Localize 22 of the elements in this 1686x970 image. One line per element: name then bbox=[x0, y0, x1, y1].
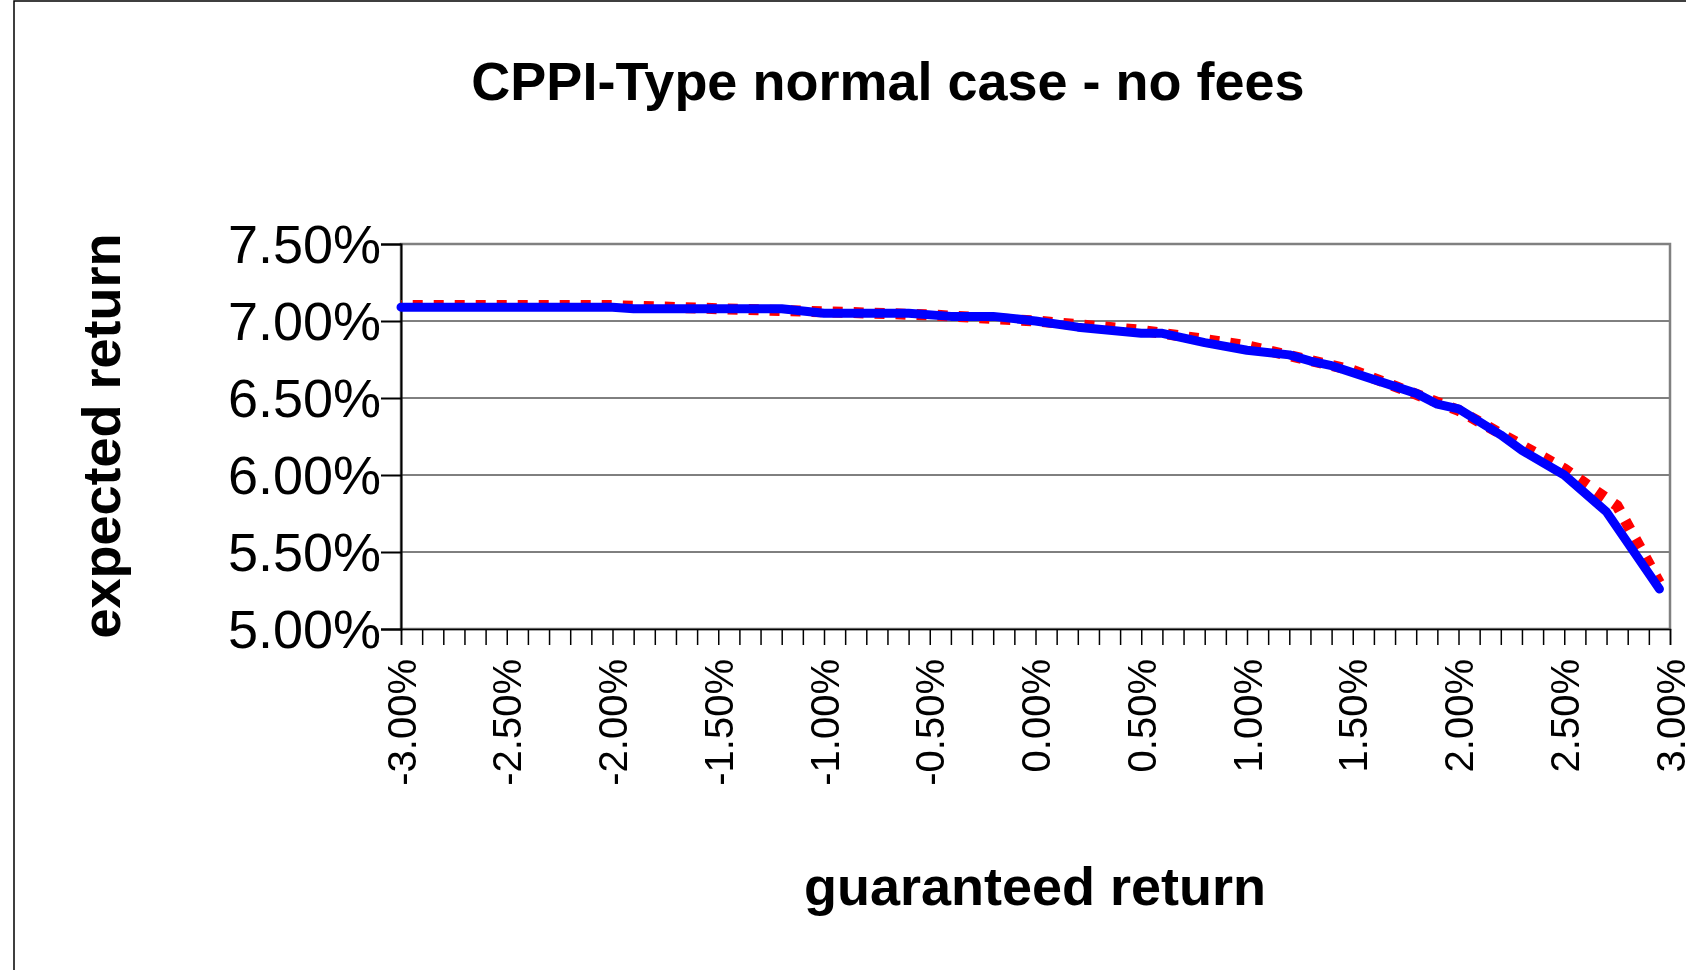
y-tick-label: 5.00% bbox=[227, 599, 381, 660]
x-tick-label: 1.00% bbox=[1225, 659, 1270, 773]
y-axis-title: expected return bbox=[71, 233, 131, 639]
x-tick-label: 0.00% bbox=[1014, 659, 1058, 773]
x-tick-label: 2.50% bbox=[1542, 659, 1587, 773]
x-tick-label: 0.50% bbox=[1119, 659, 1164, 773]
x-tick-label: -2.00% bbox=[591, 659, 635, 786]
x-tick-label: 2.00% bbox=[1437, 659, 1481, 773]
x-tick-label: 3.00% bbox=[1648, 659, 1686, 773]
x-tick-label: -2.50% bbox=[485, 659, 530, 786]
y-tick-label: 6.50% bbox=[227, 368, 381, 429]
x-tick-label: -3.00% bbox=[379, 659, 424, 786]
chart-title: CPPI-Type normal case - no fees bbox=[471, 51, 1305, 111]
x-axis-title: guaranteed return bbox=[803, 856, 1267, 916]
y-tick-label: 7.00% bbox=[227, 291, 381, 352]
x-tick-label: -1.50% bbox=[696, 659, 741, 786]
y-tick-label: 6.00% bbox=[227, 445, 381, 506]
y-tick-label: 7.50% bbox=[227, 214, 381, 275]
x-tick-label: 1.50% bbox=[1331, 659, 1376, 773]
x-tick-label: -0.50% bbox=[908, 659, 953, 786]
x-tick-label: -1.00% bbox=[802, 659, 847, 786]
y-tick-label: 5.50% bbox=[227, 522, 381, 583]
